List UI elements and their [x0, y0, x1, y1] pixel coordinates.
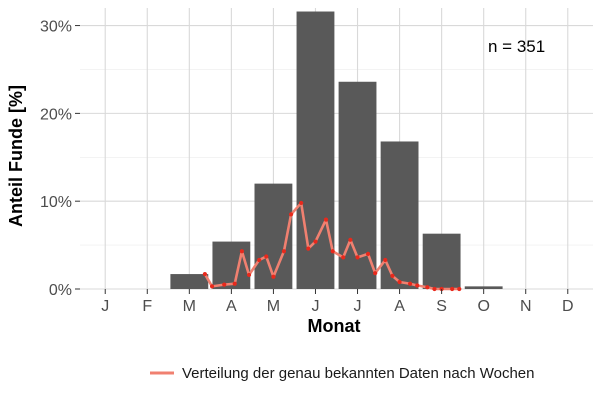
bar: [464, 286, 503, 289]
legend-label: Verteilung der genau bekannten Daten nac…: [182, 365, 535, 382]
line-point: [264, 254, 269, 259]
line-point: [415, 283, 420, 288]
x-tick-label: J: [101, 298, 109, 315]
x-tick-label: J: [311, 298, 319, 315]
bar: [170, 274, 209, 289]
line-point: [373, 271, 378, 276]
x-tick-label: N: [520, 298, 532, 315]
line-point: [450, 286, 455, 292]
line-point: [355, 255, 360, 260]
bar: [422, 233, 461, 289]
line-point: [257, 257, 262, 263]
weekly-line: [202, 200, 462, 292]
y-axis-title: Anteil Funde [%]: [6, 85, 26, 227]
bar: [380, 141, 419, 289]
annotation-n: n = 351: [488, 37, 545, 56]
bar: [212, 241, 251, 289]
line-point: [239, 249, 244, 254]
line-point: [306, 246, 311, 251]
x-tick-label: A: [226, 298, 237, 315]
x-tick-label: A: [394, 298, 405, 315]
line-point: [281, 249, 287, 254]
bar: [296, 11, 335, 289]
line-point: [330, 249, 335, 254]
line-point: [313, 239, 318, 244]
y-tick-label: 10%: [40, 194, 72, 211]
x-axis-title: Monat: [308, 316, 361, 336]
line-point: [365, 251, 371, 256]
line-point: [432, 286, 437, 292]
line-point: [425, 285, 430, 290]
y-tick-label: 0%: [49, 282, 72, 299]
line-point: [288, 212, 294, 217]
line-point: [209, 284, 215, 289]
x-tick-label: O: [477, 298, 489, 315]
y-tick-label: 20%: [40, 106, 72, 123]
x-tick-label: M: [267, 298, 280, 315]
y-tick-label: 30%: [40, 19, 72, 36]
line-point: [348, 237, 353, 242]
line-point: [246, 272, 252, 278]
x-tick-label: M: [183, 298, 196, 315]
line-point: [232, 281, 237, 286]
line-point: [407, 281, 413, 286]
line-point: [457, 286, 462, 292]
x-tick-label: F: [142, 298, 152, 315]
bars: [170, 11, 503, 289]
line-point: [271, 274, 276, 279]
line-point: [390, 273, 395, 278]
x-tick-label: S: [436, 298, 447, 315]
line-point: [341, 255, 346, 260]
line-point: [222, 282, 227, 287]
line-point: [397, 279, 402, 285]
line-point: [299, 200, 304, 206]
x-tick-label: D: [562, 298, 574, 315]
line-point: [202, 271, 207, 277]
y-axis: 0% 10% 20% 30%: [40, 19, 80, 299]
legend: Verteilung der genau bekannten Daten nac…: [150, 365, 535, 382]
x-tick-label: J: [354, 298, 362, 315]
line-point: [383, 257, 388, 263]
line-point: [323, 217, 329, 222]
